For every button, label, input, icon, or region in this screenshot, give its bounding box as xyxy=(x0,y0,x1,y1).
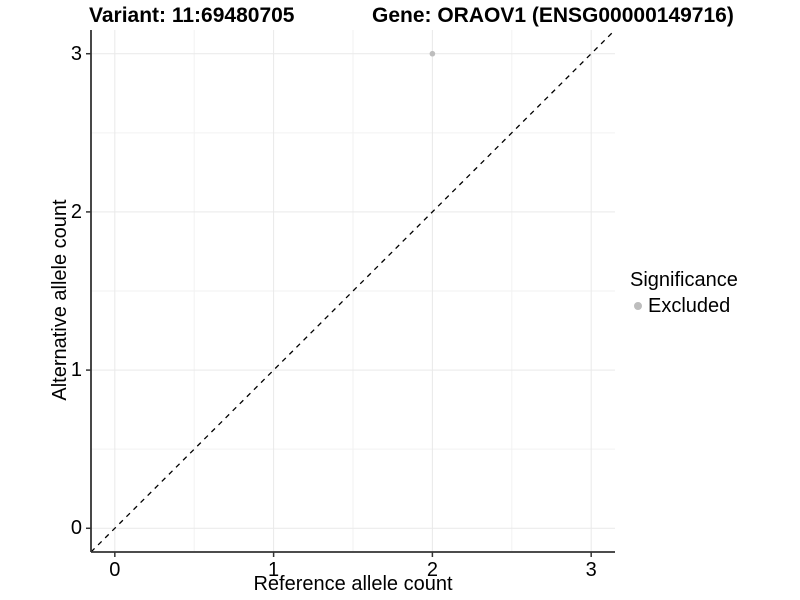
x-axis-title: Reference allele count xyxy=(253,573,453,595)
gridlines-major xyxy=(91,30,615,552)
gridlines-minor xyxy=(91,30,615,552)
x-tick-label: 0 xyxy=(109,559,121,581)
y-axis-title: Alternative allele count xyxy=(49,199,71,401)
axis-ticks xyxy=(86,52,592,557)
legend-item-label: Excluded xyxy=(648,295,731,317)
axis-lines xyxy=(90,30,615,553)
x-tick-label: 3 xyxy=(585,559,597,581)
data-point xyxy=(429,50,436,57)
data-points xyxy=(429,50,436,57)
legend-title: Significance xyxy=(630,269,738,291)
y-tick-label: 2 xyxy=(70,200,82,223)
y-tick-label: 3 xyxy=(70,42,82,65)
plot-title-variant: Variant: 11:69480705 xyxy=(89,4,295,27)
y-tick-label: 0 xyxy=(70,517,82,540)
legend-item-excluded: Excluded xyxy=(630,294,738,318)
identity-line xyxy=(90,29,616,553)
x-tick-label: 2 xyxy=(426,559,438,581)
legend-point-icon xyxy=(634,302,642,310)
x-tick-label: 1 xyxy=(268,559,280,581)
y-tick-label: 1 xyxy=(70,359,82,382)
plot-title-gene: Gene: ORAOV1 (ENSG00000149716) xyxy=(372,4,734,27)
legend: Significance Excluded xyxy=(630,268,738,318)
